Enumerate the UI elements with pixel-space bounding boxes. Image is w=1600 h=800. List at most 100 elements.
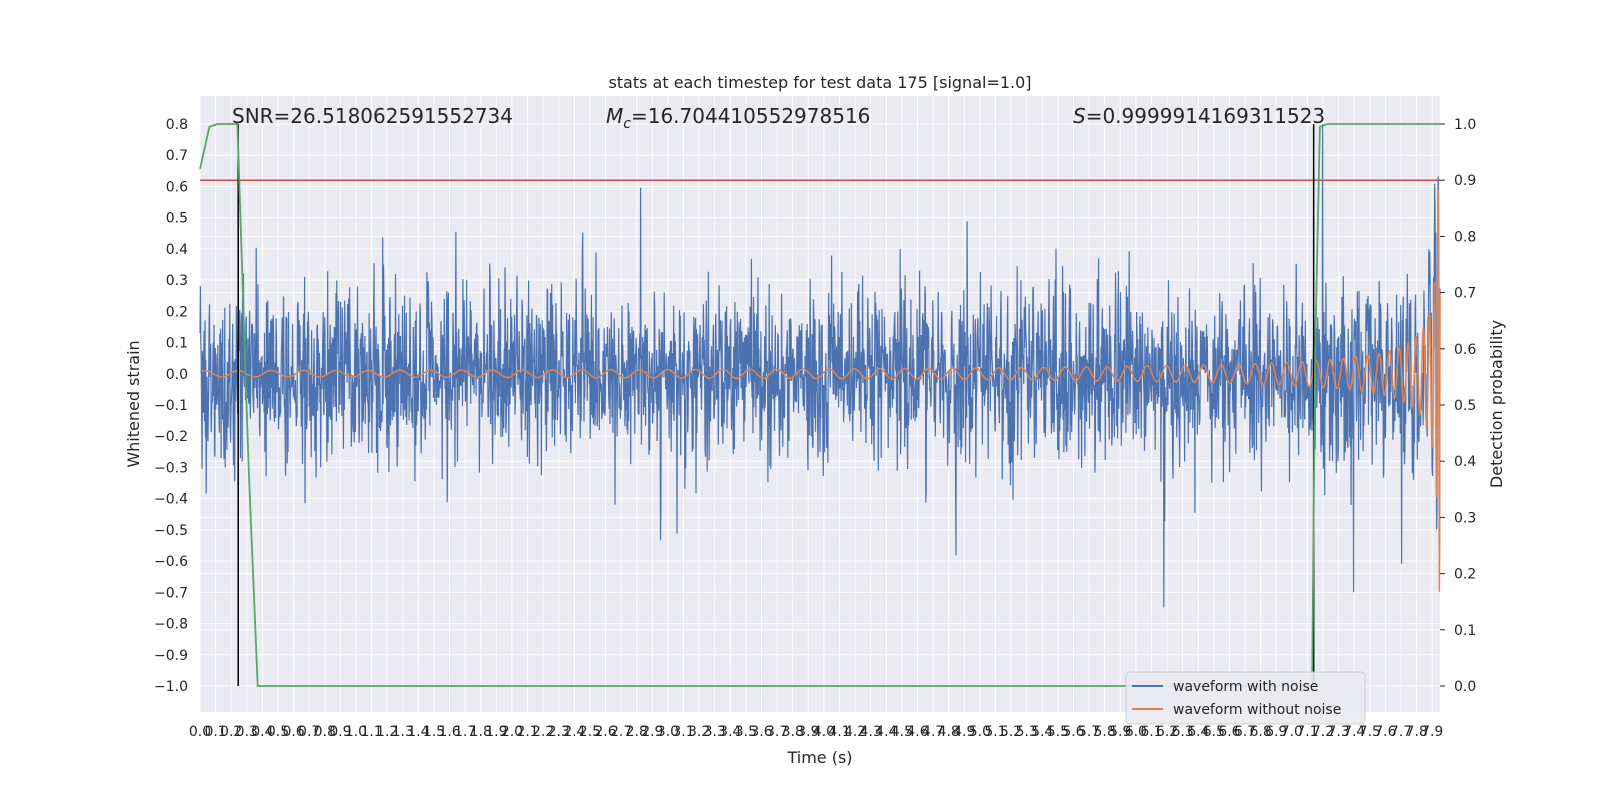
- score-annotation: S=0.9999914169311523: [1073, 104, 1325, 128]
- y-tick-label: 0.2: [166, 304, 188, 320]
- x-tick-label: 7.4: [1343, 724, 1365, 740]
- y-tick-label: 0.4: [166, 242, 188, 258]
- y-tick-label: −0.3: [154, 460, 188, 476]
- y-right-tick-label: 0.4: [1454, 454, 1476, 470]
- chirp-mass-symbol: M: [606, 104, 623, 128]
- x-tick-label: 5.2: [1000, 724, 1022, 740]
- x-tick-label: 4.1: [828, 724, 850, 740]
- y-tick-label: −0.8: [154, 617, 188, 633]
- x-tick-label: 1.0: [345, 724, 367, 740]
- score-value: =0.9999914169311523: [1086, 104, 1325, 128]
- y-right-tick-label: 0.3: [1454, 510, 1476, 526]
- x-tick-label: 7.9: [1421, 724, 1443, 740]
- x-tick-label: 6.1: [1140, 724, 1162, 740]
- chart-title: stats at each timestep for test data 175…: [608, 73, 1031, 92]
- legend: waveform with noise waveform without noi…: [1125, 671, 1366, 725]
- x-tick-label: 3.4: [719, 724, 741, 740]
- x-tick-label: 2.6: [594, 724, 616, 740]
- x-tick-label: 2.3: [548, 724, 570, 740]
- y-tick-label: 0.7: [166, 148, 188, 164]
- y-tick-label: −0.4: [154, 492, 188, 508]
- clean-waveform-line: [199, 190, 1441, 592]
- x-tick-label: 7.6: [1374, 724, 1396, 740]
- y-tick-label: −0.2: [154, 429, 188, 445]
- y-tick-label: −0.5: [154, 523, 188, 539]
- x-tick-label: 6.8: [1249, 724, 1271, 740]
- x-tick-label: 1.1: [360, 724, 382, 740]
- y-tick-label: 0.1: [166, 336, 188, 352]
- x-tick-label: 0.6: [282, 724, 304, 740]
- y-tick-label: 0.6: [166, 179, 188, 195]
- x-tick-label: 6.3: [1172, 724, 1194, 740]
- chirp-mass-annotation: Mc=16.704410552978516: [606, 104, 870, 132]
- y-axis-ticks: 0.8 0.7 0.6 0.5 0.4 0.3 0.2 0.1 0.0 −0.1 −0.2 −0.3 −…: [154, 117, 188, 695]
- y-right-tick-label: 0.7: [1454, 286, 1476, 302]
- x-tick-label: 4.4: [875, 724, 897, 740]
- x-tick-label: 2.5: [579, 724, 601, 740]
- series-waveform-with-noise: [199, 123, 1441, 608]
- x-tick-label: 1.6: [438, 724, 460, 740]
- x-tick-label: 1.7: [454, 724, 476, 740]
- x-tick-label: 4.7: [922, 724, 944, 740]
- y-tick-label: −1.0: [154, 679, 188, 695]
- y-tick-label: 0.0: [166, 367, 188, 383]
- x-tick-label: 0.4: [251, 724, 273, 740]
- x-tick-label: 1.9: [485, 724, 507, 740]
- x-tick-label: 0.5: [267, 724, 289, 740]
- x-tick-label: 6.5: [1203, 724, 1225, 740]
- x-tick-label: 2.4: [563, 724, 585, 740]
- x-tick-label: 3.5: [735, 724, 757, 740]
- y-right-tick-label: 0.5: [1454, 398, 1476, 414]
- x-tick-label: 2.9: [641, 724, 663, 740]
- x-axis-label: Time (s): [786, 748, 852, 767]
- x-tick-label: 5.1: [984, 724, 1006, 740]
- chirp-mass-subscript: c: [623, 116, 631, 132]
- x-tick-label: 5.5: [1047, 724, 1069, 740]
- x-tick-label: 0.8: [314, 724, 336, 740]
- chirp-mass-value: =16.704410552978516: [631, 104, 870, 128]
- x-tick-label: 1.4: [407, 724, 429, 740]
- y-tick-label: −0.9: [154, 648, 188, 664]
- y-tick-label: −0.1: [154, 398, 188, 414]
- y-right-tick-label: 0.8: [1454, 229, 1476, 245]
- y-right-axis-label: Detection probability: [1487, 320, 1506, 488]
- x-tick-label: 1.3: [392, 724, 414, 740]
- snr-annotation: SNR=26.518062591552734: [232, 104, 513, 128]
- x-tick-label: 0.0: [189, 724, 211, 740]
- x-tick-label: 5.7: [1078, 724, 1100, 740]
- x-tick-label: 7.2: [1312, 724, 1334, 740]
- x-tick-label: 6.9: [1265, 724, 1287, 740]
- y-tick-label: 0.5: [166, 211, 188, 227]
- x-tick-label: 2.1: [516, 724, 538, 740]
- x-tick-label: 6.7: [1234, 724, 1256, 740]
- x-tick-label: 2.7: [610, 724, 632, 740]
- score-symbol: S: [1073, 104, 1086, 128]
- x-axis-ticks: 0.00.10.20.30.40.50.60.70.80.91.01.11.21…: [189, 724, 1443, 740]
- x-tick-label: 1.8: [470, 724, 492, 740]
- x-tick-label: 6.2: [1156, 724, 1178, 740]
- x-tick-label: 6.6: [1218, 724, 1240, 740]
- x-tick-label: 5.9: [1109, 724, 1131, 740]
- legend-box: [1125, 671, 1366, 725]
- x-tick-label: 3.8: [782, 724, 804, 740]
- y-tick-label: 0.8: [166, 117, 188, 133]
- y-axis-label: Whitened strain: [124, 340, 143, 467]
- x-tick-label: 5.6: [1062, 724, 1084, 740]
- x-tick-label: 5.3: [1016, 724, 1038, 740]
- x-tick-label: 5.4: [1031, 724, 1053, 740]
- x-tick-label: 7.0: [1281, 724, 1303, 740]
- x-tick-label: 2.0: [501, 724, 523, 740]
- x-tick-label: 0.7: [298, 724, 320, 740]
- x-tick-label: 6.0: [1125, 724, 1147, 740]
- x-tick-label: 2.2: [532, 724, 554, 740]
- x-tick-label: 4.2: [844, 724, 866, 740]
- x-tick-label: 7.3: [1327, 724, 1349, 740]
- y-tick-label: 0.3: [166, 273, 188, 289]
- x-tick-label: 7.5: [1359, 724, 1381, 740]
- y-right-axis-ticks: 1.0 0.9 0.8 0.7 0.6 0.5 0.4 0.3 0.2 0.1 0.0: [1440, 117, 1476, 695]
- y-tick-label: −0.6: [154, 554, 188, 570]
- x-tick-label: 3.9: [797, 724, 819, 740]
- x-tick-label: 1.5: [423, 724, 445, 740]
